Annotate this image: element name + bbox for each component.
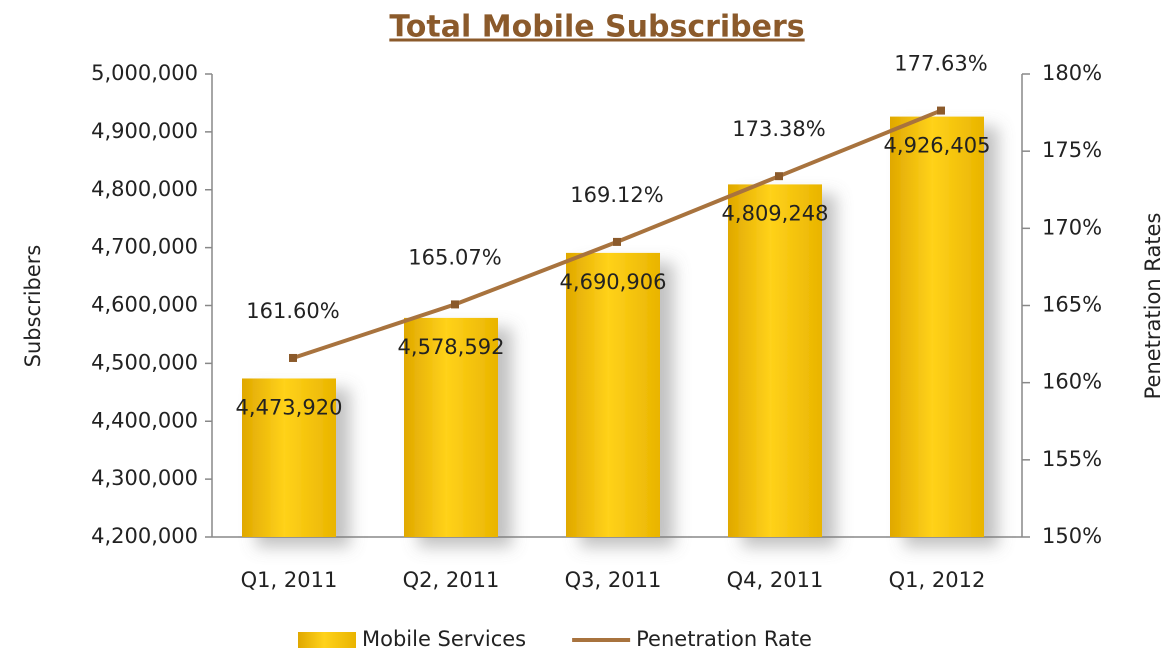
line-marker: [289, 353, 297, 362]
y-tick-label: 4,700,000: [91, 235, 198, 259]
x-tick-label: Q1, 2012: [889, 568, 986, 592]
bar: [242, 378, 336, 537]
bar-value-label: 4,578,592: [398, 335, 505, 359]
y-axis-title: Subscribers: [21, 245, 45, 368]
bar: [404, 317, 498, 537]
y-tick-label: 4,300,000: [91, 466, 198, 490]
x-tick-label: Q2, 2011: [403, 568, 500, 592]
bar: [728, 184, 822, 538]
y2-tick-label: 180%: [1042, 61, 1102, 85]
y-tick-label: 4,600,000: [91, 293, 198, 317]
y2-tick-label: 175%: [1042, 138, 1102, 162]
y2-tick-label: 170%: [1042, 215, 1102, 239]
legend-label: Penetration Rate: [636, 627, 812, 651]
line-marker: [451, 300, 459, 309]
y2-axis-title: Penetration Rates: [1141, 213, 1165, 400]
x-tick-label: Q4, 2011: [727, 568, 824, 592]
y2-tick-label: 150%: [1042, 524, 1102, 548]
y-tick-label: 5,000,000: [91, 61, 198, 85]
line-marker: [613, 237, 621, 246]
bar-value-label: 4,690,906: [560, 270, 667, 294]
line-value-label: 165.07%: [408, 245, 501, 269]
x-tick-label: Q3, 2011: [565, 568, 662, 592]
y-tick-label: 4,200,000: [91, 524, 198, 548]
line-marker: [937, 106, 945, 115]
legend-label: Mobile Services: [362, 627, 526, 651]
line-value-label: 161.60%: [246, 299, 339, 323]
bar: [566, 252, 660, 537]
bar-value-label: 4,926,405: [884, 134, 991, 158]
y-tick-label: 4,400,000: [91, 408, 198, 432]
line-marker: [775, 172, 783, 181]
bar-value-label: 4,473,920: [236, 395, 343, 419]
legend-swatch: [298, 632, 356, 648]
y-tick-label: 4,800,000: [91, 177, 198, 201]
line-value-label: 177.63%: [894, 52, 987, 76]
bar-value-label: 4,809,248: [722, 201, 829, 225]
chart-title: Total Mobile Subscribers: [389, 10, 804, 45]
line-value-label: 173.38%: [732, 117, 825, 141]
line-value-label: 169.12%: [570, 183, 663, 207]
y2-tick-label: 155%: [1042, 447, 1102, 471]
y-tick-label: 4,900,000: [91, 119, 198, 143]
x-tick-label: Q1, 2011: [241, 568, 338, 592]
y2-tick-label: 165%: [1042, 293, 1102, 317]
y-tick-label: 4,500,000: [91, 350, 198, 374]
bar: [890, 116, 984, 537]
y2-tick-label: 160%: [1042, 370, 1102, 394]
